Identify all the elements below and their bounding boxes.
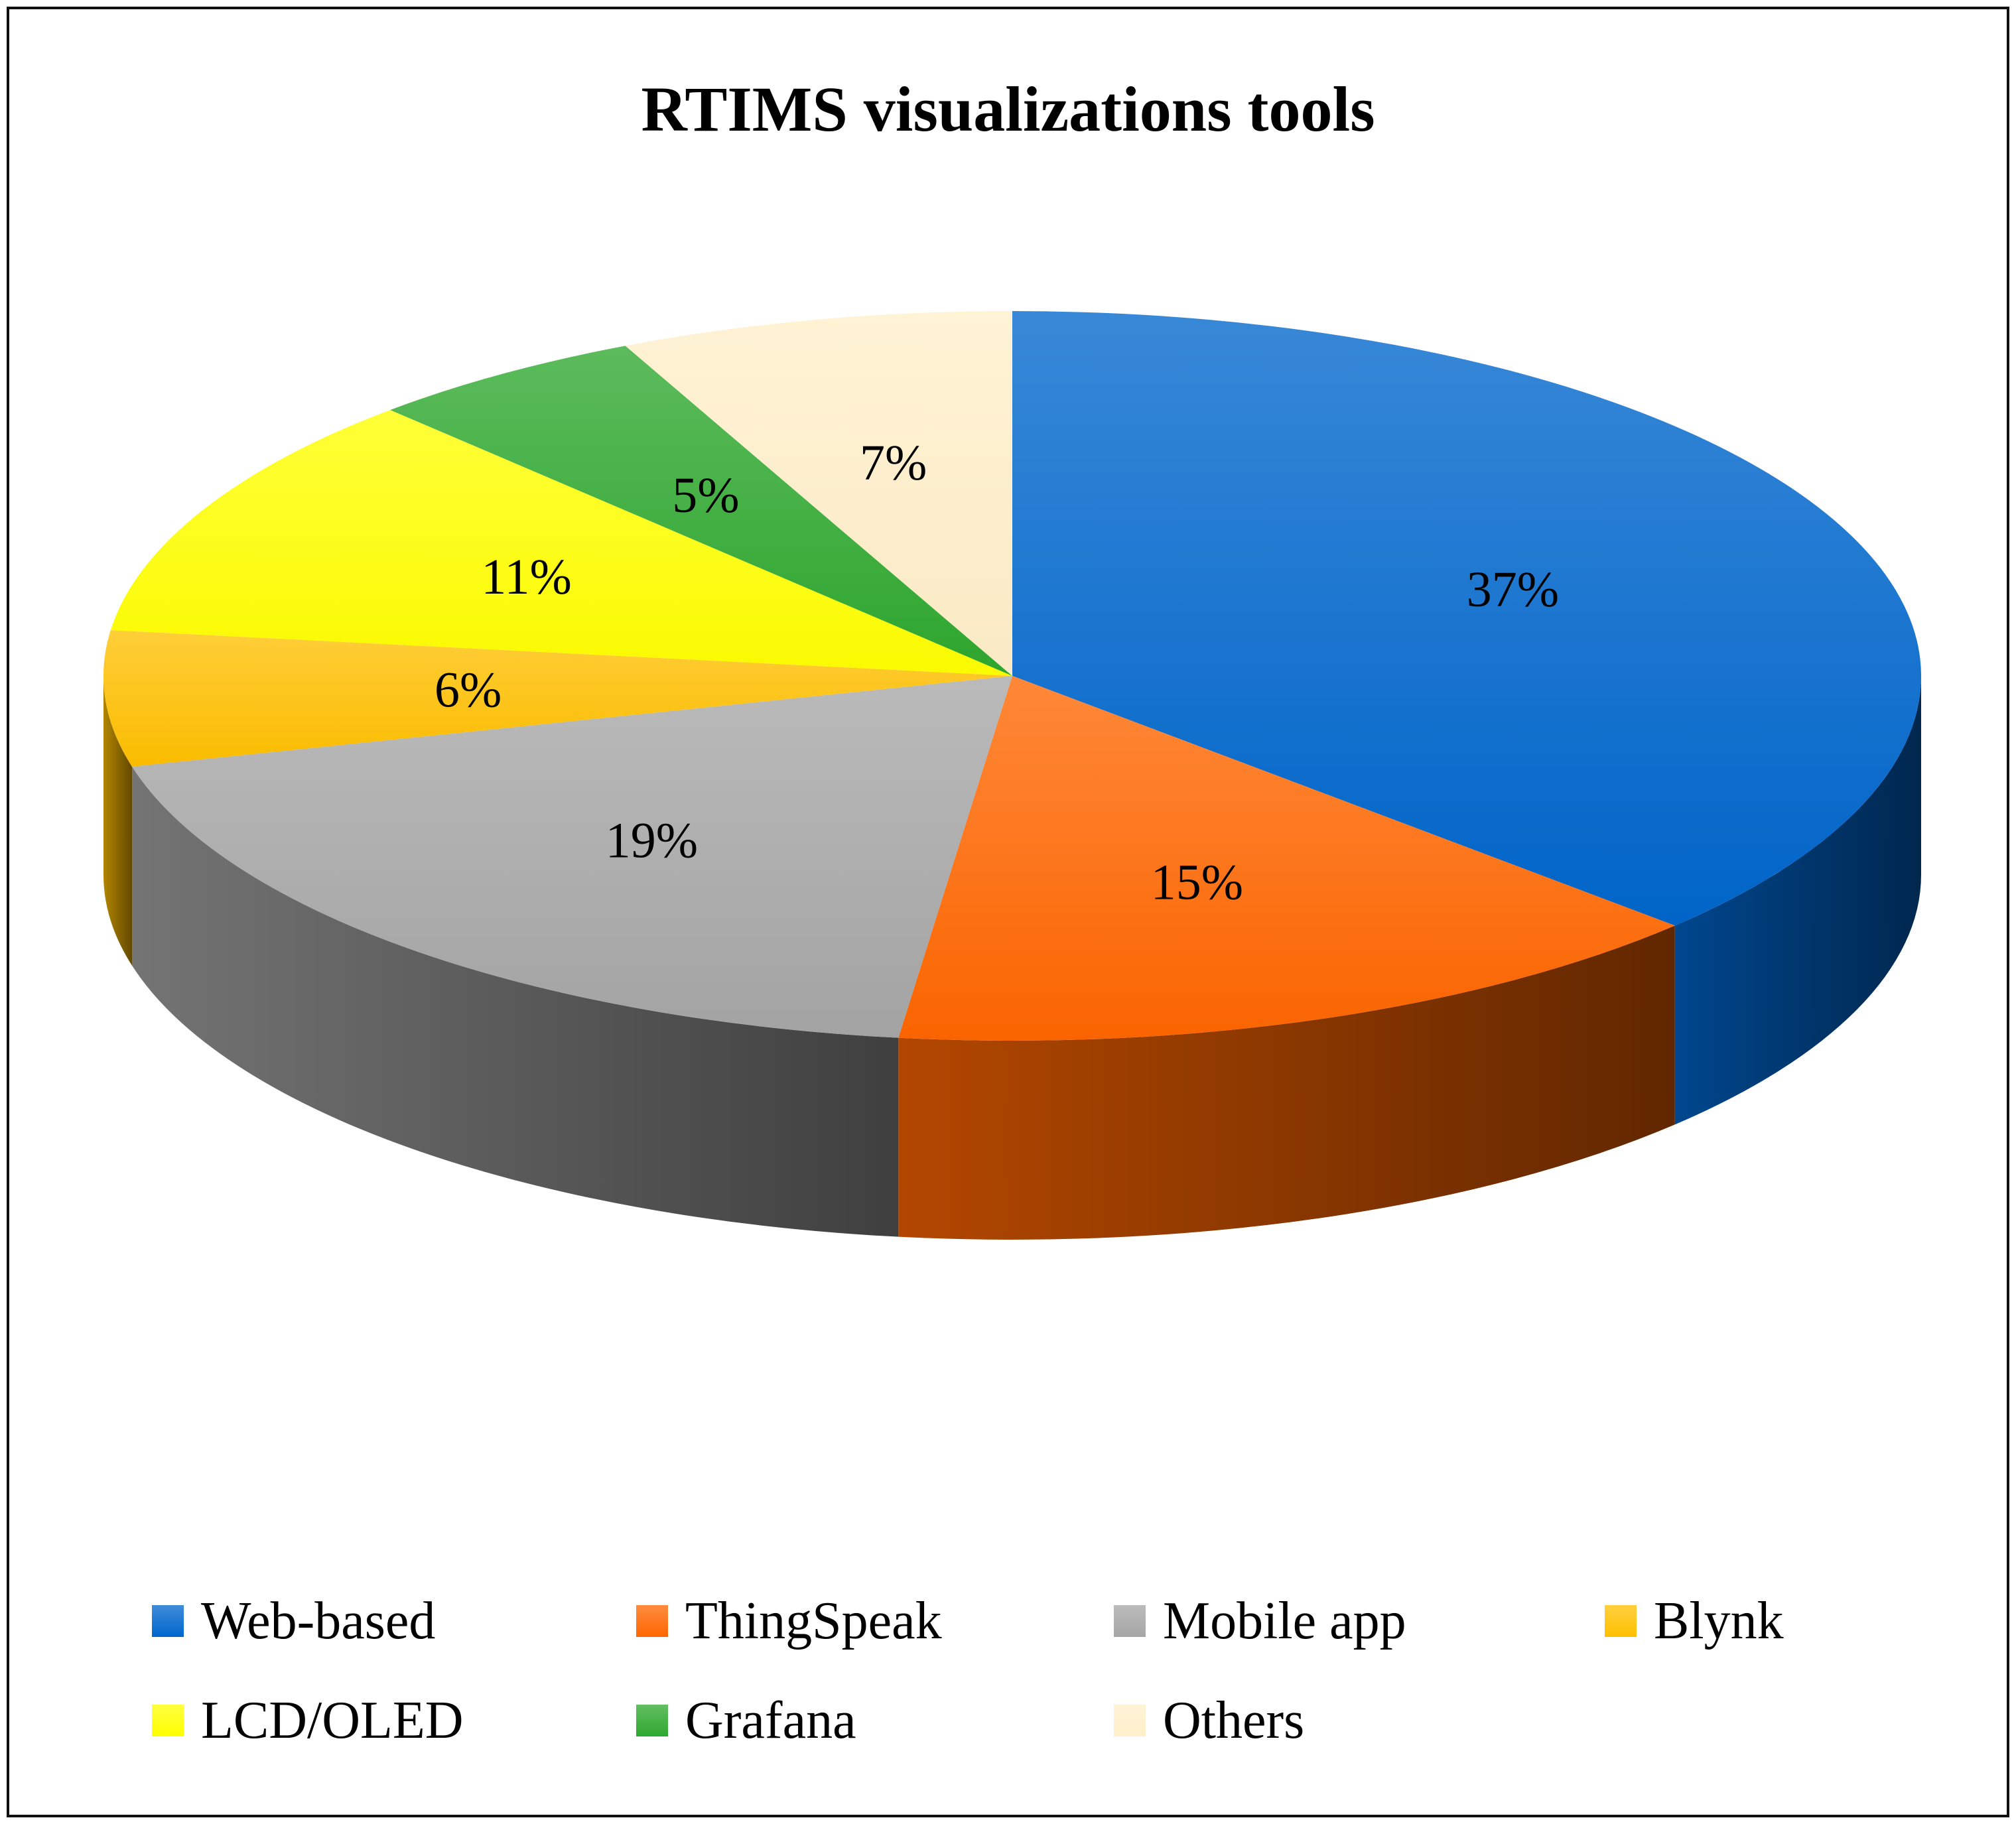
legend-swatch — [1114, 1605, 1146, 1637]
data-label-blynk: 6% — [435, 663, 502, 718]
legend-label: Grafana — [685, 1691, 856, 1750]
legend-swatch — [152, 1605, 184, 1637]
legend-swatch — [636, 1605, 668, 1637]
data-label-others: 7% — [860, 435, 927, 491]
chart-frame: RTIMS visualizations tools 37% 15% 19% 6% 11… — [7, 7, 2009, 1817]
legend-swatch — [636, 1705, 668, 1736]
legend-label: Others — [1163, 1691, 1305, 1750]
legend-item-web-based: Web-based — [152, 1588, 435, 1654]
pie-chart: 37% 15% 19% 6% 11% 5% 7% — [103, 311, 1921, 1240]
data-label-web-based: 37% — [1467, 562, 1559, 618]
data-label-thingspeak: 15% — [1151, 854, 1243, 910]
legend-label: Mobile app — [1163, 1591, 1406, 1650]
chart-title: RTIMS visualizations tools — [641, 74, 1375, 145]
pie-slice-others — [625, 311, 1012, 676]
pie-side-web-based — [1674, 676, 1921, 1125]
pie-side-walls — [103, 676, 1921, 1240]
legend-item-thingspeak: ThingSpeak — [636, 1588, 942, 1654]
pie-slice-lcd-oled — [110, 410, 1012, 676]
legend: Web-based ThingSpeak Mobile app Blynk LCD/OL… — [9, 1588, 2007, 1787]
legend-label: Blynk — [1654, 1591, 1784, 1650]
data-label-lcd-oled: 11% — [481, 549, 572, 605]
legend-label: LCD/OLED — [201, 1691, 464, 1750]
legend-item-mobile-app: Mobile app — [1114, 1588, 1406, 1654]
pie-slice-thingspeak — [898, 676, 1675, 1041]
data-label-grafana: 5% — [672, 468, 739, 523]
pie-side-blynk — [103, 676, 133, 966]
data-label-mobile-app: 19% — [606, 813, 698, 869]
legend-swatch — [1605, 1605, 1637, 1637]
legend-item-others: Others — [1114, 1687, 1304, 1754]
pie-slice-grafana — [390, 346, 1012, 676]
pie-data-labels: 37% 15% 19% 6% 11% 5% 7% — [435, 435, 1559, 911]
legend-swatch — [152, 1705, 184, 1736]
legend-item-blynk: Blynk — [1605, 1588, 1784, 1654]
legend-item-grafana: Grafana — [636, 1687, 856, 1754]
legend-label: Web-based — [201, 1591, 436, 1650]
pie-slice-web-based — [1012, 311, 1921, 926]
pie-side-thingspeak — [898, 925, 1675, 1240]
pie-side-mobile-app — [132, 766, 899, 1237]
legend-swatch — [1114, 1705, 1146, 1736]
legend-item-lcd-oled: LCD/OLED — [152, 1687, 464, 1754]
legend-label: ThingSpeak — [685, 1591, 942, 1650]
pie-slice-blynk — [103, 630, 1012, 767]
pie-slice-mobile-app — [132, 676, 1013, 1038]
pie-top-faces — [103, 311, 1921, 1041]
